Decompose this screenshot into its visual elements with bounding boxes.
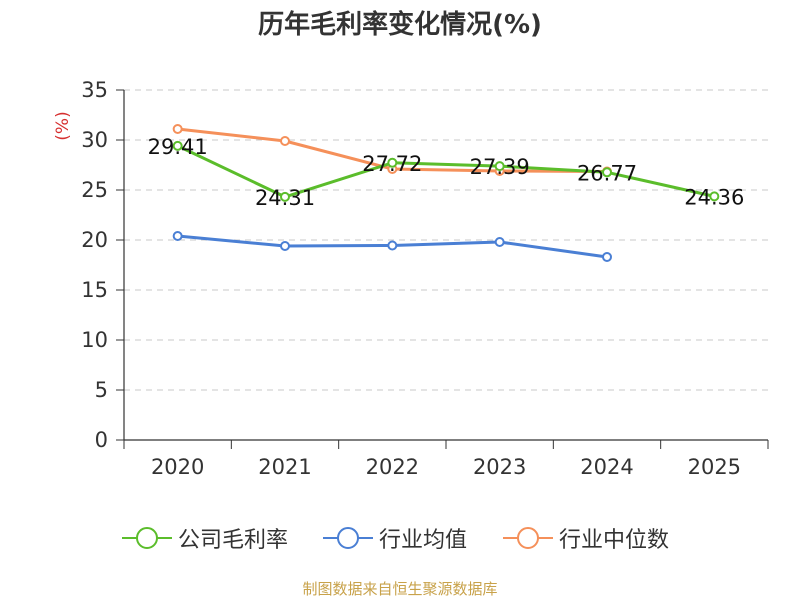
data-point [280, 136, 290, 146]
y-axis-label: (%) [53, 111, 73, 140]
data-point [602, 252, 612, 262]
legend-label-median: 行业中位数 [559, 528, 670, 553]
data-point [494, 161, 505, 172]
x-tick-label: 2024 [580, 455, 633, 479]
data-label: 29.41 [148, 135, 208, 159]
data-label: 27.39 [470, 155, 530, 179]
legend-label-average: 行业均值 [379, 528, 468, 553]
data-label: 24.31 [255, 186, 315, 210]
legend-swatch-median [503, 527, 553, 549]
data-point [280, 241, 290, 251]
data-point [280, 191, 290, 202]
chart-title: 历年毛利率变化情况(%) [258, 10, 542, 40]
legend-label-company: 公司毛利率 [178, 528, 289, 553]
data-point [172, 124, 183, 134]
y-tick-label: 30 [81, 128, 108, 152]
y-tick-label: 35 [81, 78, 108, 102]
data-label: 27.72 [362, 152, 422, 176]
series-line [177, 144, 715, 199]
legend: 公司毛利率 行业均值 行业中位数 [0, 518, 800, 558]
x-tick-label: 2022 [366, 455, 419, 479]
data-point [387, 240, 398, 251]
legend-item-industry-average[interactable]: 行业均值 [323, 518, 467, 558]
y-tick-label: 5 [95, 378, 108, 402]
legend-item-company-gross-margin[interactable]: 公司毛利率 [122, 518, 288, 558]
y-tick-label: 10 [81, 328, 108, 352]
legend-swatch-average [323, 527, 373, 549]
x-tick-label: 2021 [258, 455, 311, 479]
x-tick-label: 2023 [473, 455, 526, 479]
y-tick-label: 20 [81, 228, 108, 252]
data-point [172, 140, 183, 151]
legend-item-industry-median[interactable]: 行业中位数 [503, 518, 669, 558]
data-point [602, 167, 612, 178]
data-label: 24.36 [684, 185, 744, 209]
data-point [709, 191, 720, 202]
data-point [494, 237, 505, 247]
x-tick-label: 2025 [688, 455, 741, 479]
data-point [387, 157, 398, 168]
y-tick-label: 15 [81, 278, 108, 302]
data-point [172, 231, 183, 241]
legend-swatch-company [122, 527, 172, 549]
x-tick-label: 2020 [151, 455, 204, 479]
y-tick-label: 0 [95, 428, 108, 452]
data-source-note: 制图数据来自恒生聚源数据库 [302, 580, 498, 598]
y-tick-label: 25 [81, 178, 108, 202]
data-label: 26.77 [577, 161, 637, 185]
